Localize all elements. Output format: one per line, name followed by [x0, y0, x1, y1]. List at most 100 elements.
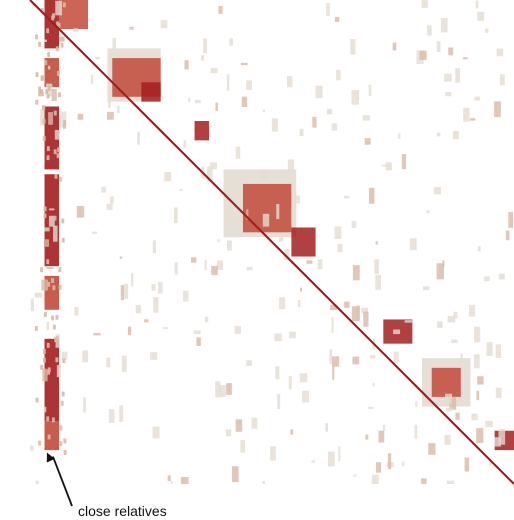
heatmap-speckle: [392, 42, 397, 51]
band-speckle: [58, 176, 62, 182]
heatmap-speckle: [445, 92, 452, 97]
band-speckle: [52, 285, 56, 291]
heatmap-speckle: [343, 195, 350, 199]
heatmap-speckle: [215, 102, 218, 111]
heatmap-speckle: [332, 365, 335, 380]
heatmap-speckle: [226, 74, 230, 91]
heatmap-speckle: [108, 409, 115, 423]
annotation-arrow: [52, 456, 73, 507]
heatmap-speckle: [363, 311, 369, 327]
band-speckle: [44, 60, 48, 66]
heatmap-speckle: [226, 240, 232, 251]
heatmap-speckle: [74, 306, 79, 316]
heatmap-speckle: [447, 315, 456, 323]
heatmap-speckle: [385, 162, 392, 171]
heatmap-speckle: [485, 28, 489, 33]
heatmap-speckle: [218, 5, 223, 14]
band-speckle: [60, 401, 64, 406]
annotation-group: close relatives: [46, 452, 167, 519]
heatmap-speckle: [337, 243, 343, 253]
heatmap-speckle: [201, 55, 204, 61]
heatmap-speckle: [275, 366, 280, 380]
heatmap-speckle: [54, 129, 60, 140]
heatmap-diagonal: [29, 0, 514, 485]
heatmap-speckle: [475, 0, 479, 9]
heatmap-speckle: [331, 123, 338, 131]
heatmap-speckle: [375, 274, 381, 290]
heatmap-speckle: [445, 393, 449, 403]
heatmap-speckle: [279, 297, 286, 310]
heatmap-speckle: [375, 462, 382, 473]
heatmap-speckle: [183, 140, 186, 148]
heatmap-speckle: [311, 460, 316, 463]
band-speckle: [58, 92, 61, 98]
heatmap-speckle: [326, 108, 333, 115]
band-speckle: [51, 417, 55, 423]
heatmap-speckle: [329, 349, 333, 365]
heatmap-speckle: [299, 287, 302, 292]
heatmap-speckle: [241, 96, 248, 107]
heatmap-speckle: [469, 304, 476, 317]
heatmap-speckle: [211, 265, 218, 276]
heatmap-speckle: [153, 297, 159, 313]
heatmap-speckle: [270, 446, 276, 461]
heatmap-speckle: [436, 41, 441, 53]
heatmap-speckle: [204, 316, 209, 323]
heatmap-speckle: [119, 405, 124, 422]
band-speckle: [40, 75, 44, 81]
band-speckle: [45, 89, 49, 95]
band-speckle: [52, 324, 56, 330]
band-speckle: [46, 155, 50, 161]
heatmap-speckle: [422, 286, 430, 291]
heatmap-speckle: [121, 355, 127, 372]
heatmap-speckle: [46, 266, 54, 270]
heatmap-speckle: [271, 118, 278, 132]
heatmap-speckle: [246, 266, 253, 271]
band-speckle: [51, 278, 54, 283]
heatmap-speckle: [350, 39, 356, 55]
heatmap-speckle: [160, 20, 168, 29]
band-speckle: [61, 391, 65, 397]
heatmap-speckle: [368, 84, 372, 96]
heatmap-speckle: [73, 28, 79, 32]
heatmap-speckle: [61, 351, 68, 360]
heatmap-speckle: [372, 382, 375, 387]
heatmap-speckle: [279, 237, 284, 242]
band-speckle: [53, 149, 57, 155]
heatmap-speckle: [184, 60, 189, 70]
heatmap-speckle: [203, 38, 208, 54]
heatmap-speckle: [234, 326, 241, 334]
band-speckle: [38, 41, 42, 47]
heatmap-speckle: [299, 373, 308, 383]
heatmap-speckle: [352, 356, 360, 365]
heatmap-speckle: [471, 413, 478, 421]
heatmap-speckle: [401, 461, 405, 467]
heatmap-block-3: [141, 82, 161, 102]
band-speckle: [55, 46, 59, 52]
heatmap-speckle: [404, 320, 413, 323]
heatmap-speckle: [289, 331, 296, 339]
heatmap-speckle: [427, 25, 432, 36]
heatmap-speckle: [357, 305, 360, 322]
heatmap-speckle: [262, 481, 265, 484]
heatmap-speckle: [440, 17, 448, 33]
heatmap-speckle: [489, 462, 492, 466]
band-speckle: [43, 312, 47, 317]
heatmap-speckle: [477, 246, 481, 252]
heatmap-speckle: [315, 85, 323, 99]
band-speckle: [46, 28, 50, 34]
heatmap-speckle: [151, 284, 156, 291]
heatmap-speckle: [124, 283, 129, 299]
heatmap-speckle: [446, 480, 455, 484]
band-speckle: [46, 342, 50, 348]
heatmap-speckle: [90, 74, 94, 84]
heatmap-speckle: [261, 170, 268, 180]
heatmap-speckle: [34, 292, 43, 298]
heatmap-speckle: [498, 273, 505, 280]
heatmap-speckle: [477, 376, 484, 385]
heatmap-speckle: [106, 203, 113, 210]
band-speckle: [35, 72, 39, 78]
heatmap-speckle: [398, 133, 401, 139]
heatmap-speckle: [41, 279, 48, 291]
